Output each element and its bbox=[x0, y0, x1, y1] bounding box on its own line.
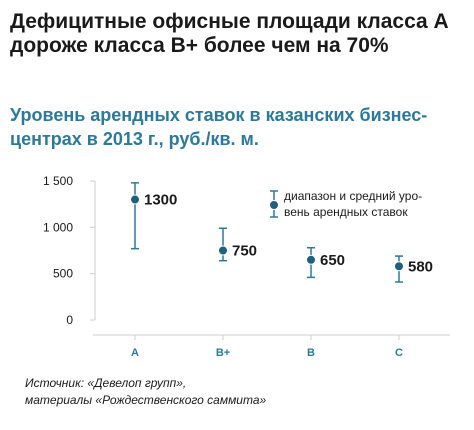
x-tick-label: B bbox=[307, 347, 315, 359]
chart-subtitle: Уровень арендных ставок в казанских бизн… bbox=[10, 105, 428, 149]
data-point bbox=[394, 261, 404, 272]
chart-title: Дефицитные офисные площади класса А доро… bbox=[10, 10, 449, 57]
data-label: 580 bbox=[408, 258, 433, 275]
x-tick-label: C bbox=[395, 347, 403, 359]
data-label: 750 bbox=[232, 243, 257, 260]
legend-text: вень арендных ставок bbox=[284, 205, 408, 219]
chart-marks: 1300 750 650 580 bbox=[130, 182, 433, 283]
y-tick-label: 1 500 bbox=[43, 174, 73, 188]
legend-point bbox=[269, 200, 279, 210]
data-label: 650 bbox=[320, 252, 345, 269]
source-line-1: Источник: «Девелоп групп», bbox=[25, 376, 187, 390]
data-point bbox=[130, 194, 140, 205]
y-tick-label: 0 bbox=[66, 313, 73, 327]
data-point bbox=[218, 245, 228, 256]
data-label: 1300 bbox=[144, 192, 177, 209]
source-line-2: материалы «Рождественского саммита» bbox=[25, 393, 267, 407]
x-tick-label: A bbox=[131, 347, 139, 359]
chart-legend: диапазон и средний уро-вень арендных ста… bbox=[269, 189, 422, 219]
range-mark bbox=[131, 182, 139, 250]
y-tick-label: 500 bbox=[53, 267, 73, 281]
x-axis: A B+ B C bbox=[93, 334, 450, 359]
data-point bbox=[306, 254, 316, 265]
range-mark bbox=[219, 227, 227, 262]
source-note: Источник: «Девелоп групп», материалы «Ро… bbox=[25, 375, 266, 409]
y-tick-label: 1 000 bbox=[43, 220, 73, 234]
chart-plot: 0 500 1 000 1 500 A B+ B C 1300 750 650 580 диапа… bbox=[43, 174, 450, 359]
y-axis: 0 500 1 000 1 500 bbox=[43, 174, 96, 327]
x-tick-label: B+ bbox=[216, 347, 230, 359]
legend-text: диапазон и средний уро- bbox=[284, 189, 422, 203]
